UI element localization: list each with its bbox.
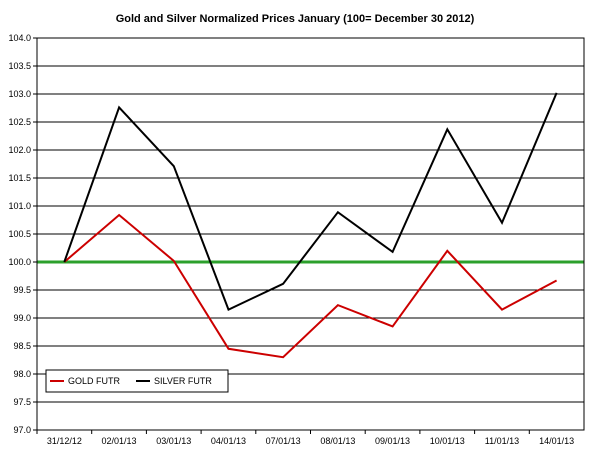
legend-label-1: SILVER FUTR [154,376,212,386]
plot-area-border [36,37,585,431]
series-line-1 [63,92,558,311]
x-axis-ticks: 31/12/12 02/01/13 03/01/13 04/01/13 07/01/13… [36,430,574,446]
chart-title: Gold and Silver Normalized Prices Januar… [116,13,475,25]
x-tick-label: 11/01/13 [485,436,519,446]
y-tick-label: 102.0 [8,145,31,155]
y-tick-label: 99.5 [13,285,31,295]
y-tick-label: 103.5 [8,61,31,71]
y-tick-label: 102.5 [8,117,31,127]
y-tick-label: 100.0 [8,257,31,267]
x-tick-label: 02/01/13 [102,436,137,446]
x-tick-label: 10/01/13 [430,436,465,446]
y-tick-label: 97.0 [13,425,31,435]
x-tick-label: 07/01/13 [266,436,301,446]
y-tick-label: 99.0 [13,313,31,323]
x-tick-label: 03/01/13 [156,436,191,446]
x-tick-label: 31/12/12 [47,436,82,446]
legend: GOLD FUTR SILVER FUTR [45,369,229,393]
x-tick-label: 04/01/13 [211,436,246,446]
y-tick-label: 100.5 [8,229,31,239]
x-tick-label: 14/01/13 [539,436,574,446]
series [63,92,558,359]
y-tick-label: 97.5 [13,397,31,407]
y-tick-label: 98.0 [13,369,31,379]
y-tick-label: 101.5 [8,173,31,183]
legend-label-0: GOLD FUTR [68,376,121,386]
y-axis-ticks: 97.0 97.5 98.0 98.5 99.0 99.5 100.0 100.5 101.0 1… [8,33,37,435]
x-tick-label: 09/01/13 [375,436,410,446]
y-tick-label: 98.5 [13,341,31,351]
y-tick-label: 104.0 [8,33,31,43]
x-tick-label: 08/01/13 [320,436,355,446]
y-tick-label: 101.0 [8,201,31,211]
y-tick-label: 103.0 [8,89,31,99]
series-line-0 [63,213,558,359]
